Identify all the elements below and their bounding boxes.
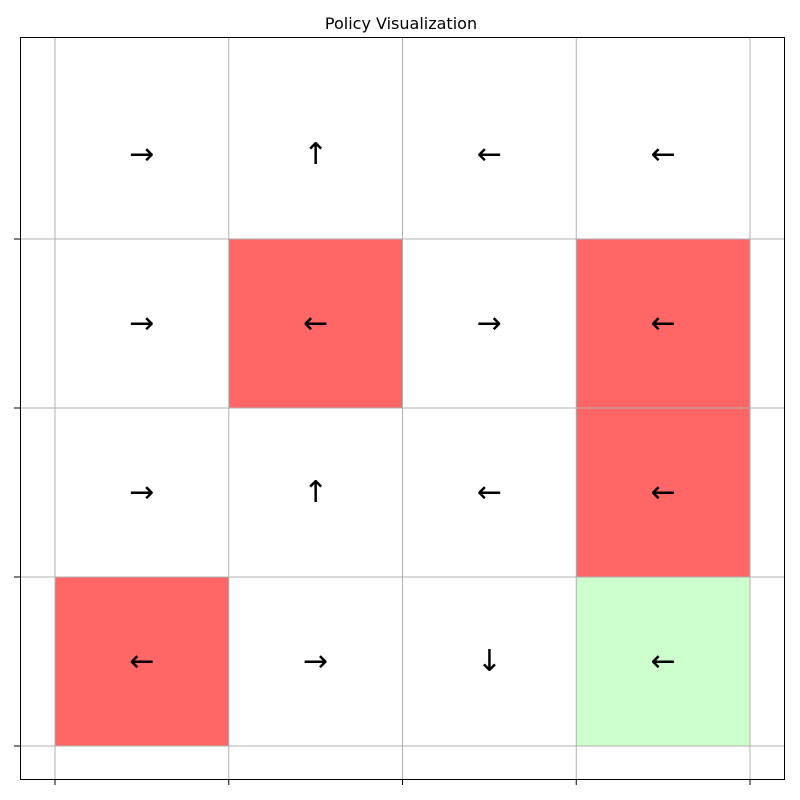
policy-arrow: ← <box>477 475 502 510</box>
hole-cell <box>576 408 750 577</box>
policy-arrow: ← <box>477 137 502 172</box>
policy-arrow: ← <box>651 137 676 172</box>
hole-cell <box>228 239 403 408</box>
policy-arrow: → <box>303 644 328 679</box>
policy-arrow: ← <box>651 475 676 510</box>
policy-arrow: ↓ <box>477 644 502 679</box>
grid-layer <box>20 37 784 779</box>
policy-arrow: ← <box>651 306 676 341</box>
policy-arrow: → <box>129 137 154 172</box>
policy-arrow: ← <box>303 306 328 341</box>
chart-title: Policy Visualization <box>325 14 477 33</box>
policy-arrow: ↑ <box>303 475 328 510</box>
policy-arrow: ↑ <box>303 137 328 172</box>
policy-arrow: → <box>129 306 154 341</box>
tick-layer <box>14 238 751 785</box>
hole-cell <box>55 577 229 746</box>
policy-arrow: → <box>477 306 502 341</box>
policy-arrow: ← <box>651 644 676 679</box>
policy-arrow: ← <box>129 644 154 679</box>
hole-cell <box>576 239 750 408</box>
arrow-layer: → ↑ ← ← → ← → ← → ↑ ← ← ← → ↓ ← <box>129 137 675 679</box>
goal-cell <box>576 577 750 746</box>
policy-arrow: → <box>129 475 154 510</box>
cells-layer <box>55 239 750 746</box>
